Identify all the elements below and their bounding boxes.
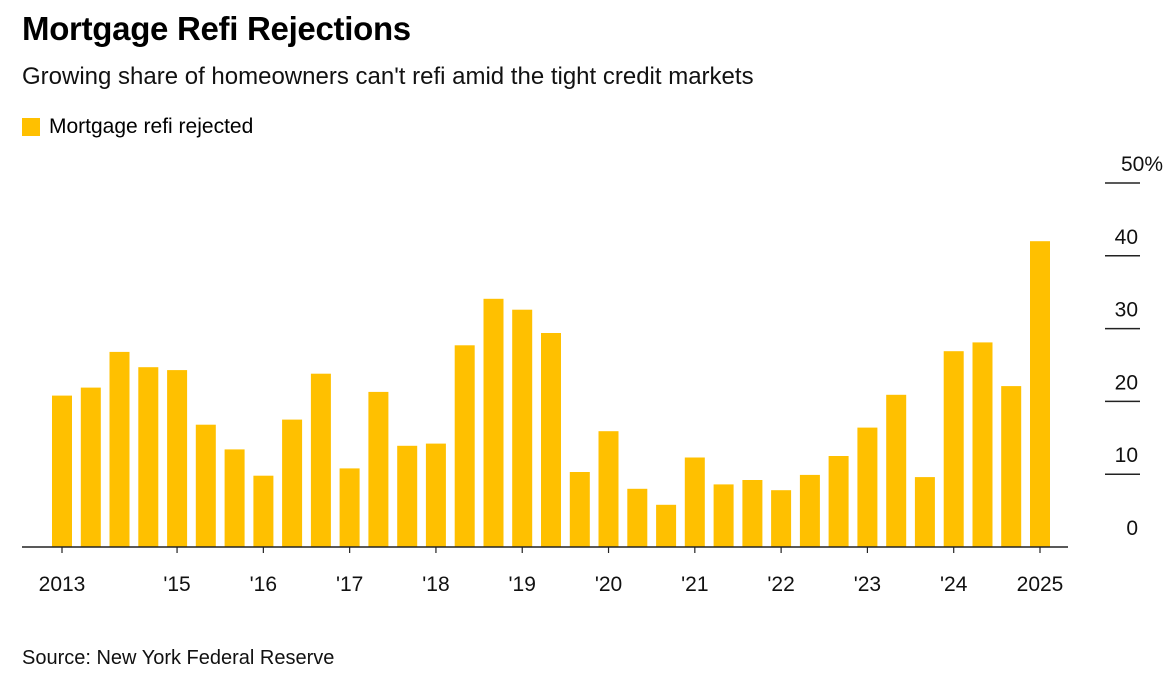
x-tick-label: '19 (509, 573, 536, 596)
x-tick-label: '21 (681, 573, 708, 596)
bar (425, 443, 446, 547)
x-tick-label: '22 (767, 573, 794, 596)
bar (742, 480, 763, 547)
bar (627, 488, 648, 547)
bar (771, 490, 792, 547)
bar (397, 445, 418, 547)
bar (943, 351, 964, 547)
y-tick-label: 0 (1126, 517, 1138, 540)
x-tick-label: '15 (163, 573, 190, 596)
bar (109, 351, 130, 547)
legend-swatch (22, 118, 40, 136)
bar (282, 419, 303, 547)
y-tick-label: 30 (1115, 299, 1138, 322)
y-tick-label: 10 (1115, 444, 1138, 467)
bar (1001, 386, 1022, 547)
x-tick-label: '20 (595, 573, 622, 596)
bar (339, 468, 360, 547)
bar (167, 370, 188, 547)
bar (828, 456, 849, 547)
bar (138, 367, 159, 547)
bar (512, 309, 533, 547)
bar (224, 449, 245, 547)
bar (598, 431, 619, 547)
chart-title: Mortgage Refi Rejections (22, 10, 411, 47)
bar (972, 342, 993, 547)
bar (713, 484, 734, 547)
x-tick-label: '16 (250, 573, 277, 596)
bar (1030, 241, 1050, 547)
legend: Mortgage refi rejected (22, 115, 253, 139)
bar (569, 472, 590, 547)
bar (483, 298, 504, 547)
bar (368, 391, 389, 547)
x-tick-label: 2013 (39, 573, 86, 596)
bar (52, 395, 72, 547)
bar (80, 387, 101, 547)
legend-label: Mortgage refi rejected (49, 115, 254, 138)
bar (454, 345, 475, 547)
bar (857, 427, 878, 547)
bar (886, 394, 907, 547)
y-tick-label: 20 (1115, 371, 1138, 394)
bar (541, 333, 561, 547)
x-tick-label: '17 (336, 573, 363, 596)
bar-chart: 2013 '15 '16 '17 '18 '19 '20 '21 '22 '23 '24 2025 0 1… (22, 153, 1163, 596)
x-tick-label: '23 (854, 573, 881, 596)
x-tick-label: '18 (422, 573, 449, 596)
bar (914, 477, 935, 547)
bar (195, 424, 216, 547)
bar (656, 504, 677, 547)
y-tick-label: 40 (1115, 226, 1138, 249)
x-tick-label: '24 (940, 573, 968, 596)
chart-subtitle: Growing share of homeowners can't refi a… (22, 63, 754, 90)
bar (310, 373, 331, 547)
bar (799, 474, 820, 547)
bar (253, 475, 274, 547)
source-note: Source: New York Federal Reserve (22, 647, 335, 669)
y-tick-label: 50% (1121, 153, 1163, 176)
x-tick-label: 2025 (1017, 573, 1064, 596)
bar (684, 457, 705, 547)
